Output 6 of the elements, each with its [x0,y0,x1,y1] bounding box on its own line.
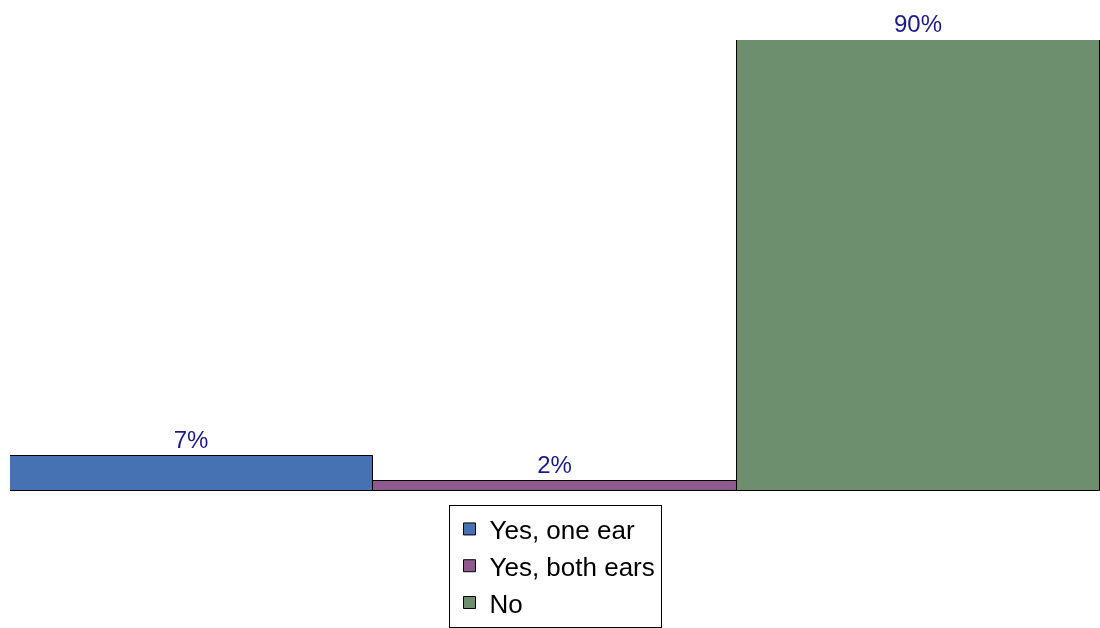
data-label: 2% [537,450,572,478]
data-label: 7% [173,425,209,453]
legend-label: No [489,588,523,619]
legend-label: Yes, both ears [489,551,655,582]
data-label: 90% [893,9,943,37]
legend-label: Yes, one ear [489,515,635,546]
